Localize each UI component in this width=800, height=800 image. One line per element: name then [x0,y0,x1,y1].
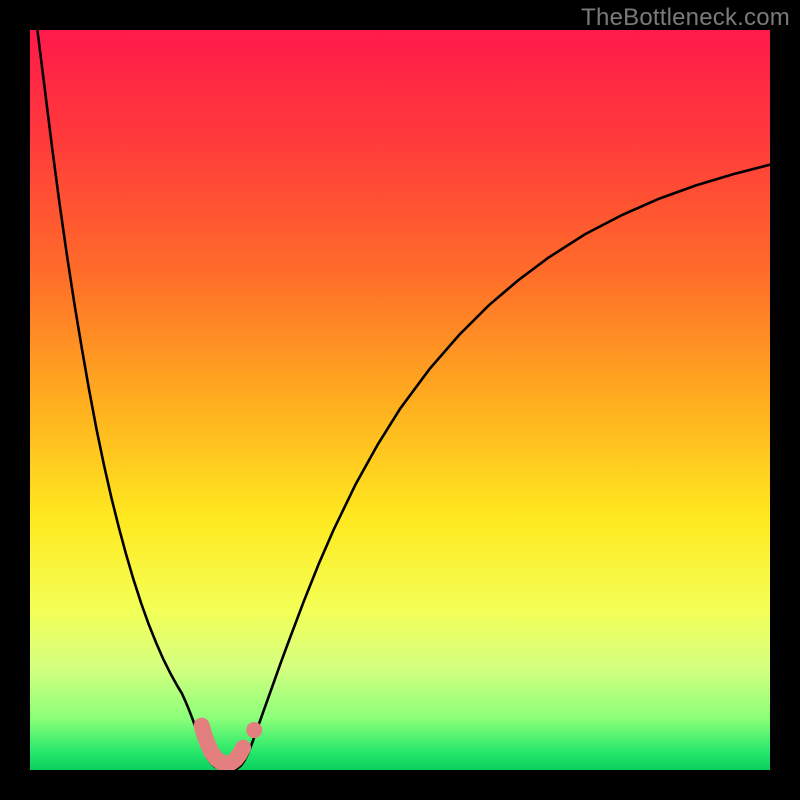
plot-area [30,30,770,770]
gradient-background [30,30,770,770]
plot-svg [30,30,770,770]
chart-root: TheBottleneck.com [0,0,800,800]
watermark-text: TheBottleneck.com [581,4,790,32]
highlight-dot [246,722,262,738]
